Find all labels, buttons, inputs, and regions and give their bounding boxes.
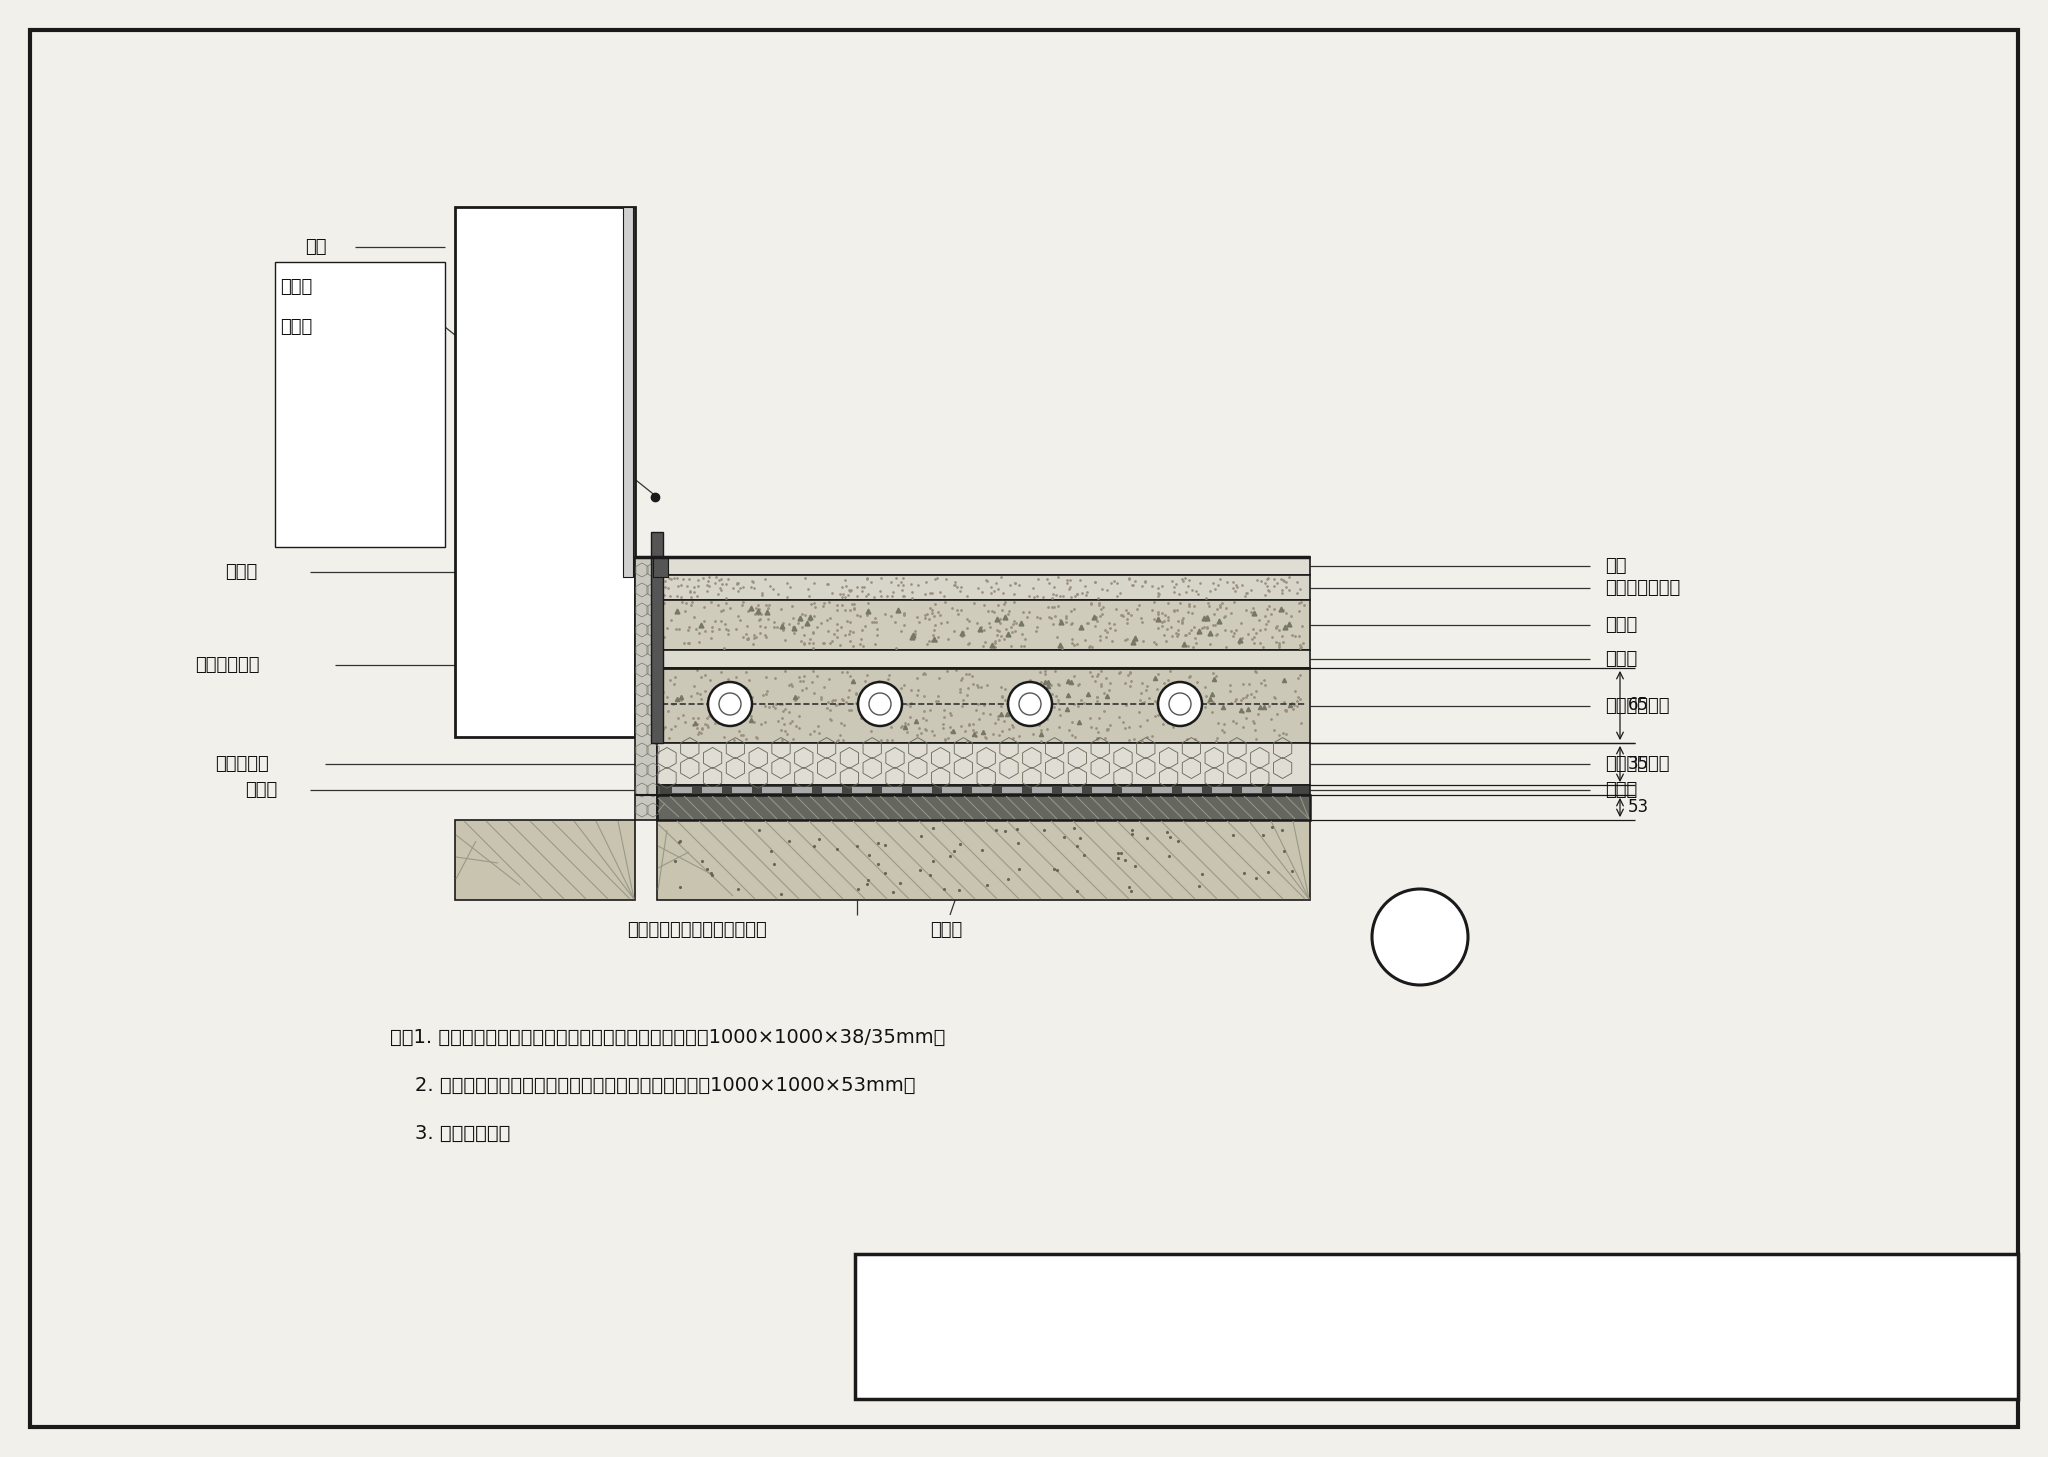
Bar	[635, 557, 657, 820]
Text: 3. 其余同前页。: 3. 其余同前页。	[389, 1123, 510, 1142]
Bar	[653, 557, 668, 577]
Bar	[1122, 787, 1143, 793]
Bar	[1151, 787, 1171, 793]
Text: 35: 35	[1628, 755, 1649, 774]
Text: 地砖: 地砖	[1606, 557, 1626, 576]
Bar	[1063, 787, 1081, 793]
Text: 塑料管: 塑料管	[930, 921, 963, 938]
Text: 注：1. 绝热层（一）：带复合保护层的聚苯乙烯板，规格为1000×1000×38/35mm。: 注：1. 绝热层（一）：带复合保护层的聚苯乙烯板，规格为1000×1000×38…	[389, 1027, 946, 1046]
Bar	[657, 650, 1311, 667]
Text: 03K404: 03K404	[1661, 1281, 1755, 1300]
Bar	[455, 207, 635, 737]
Bar	[1032, 787, 1053, 793]
Bar	[702, 787, 723, 793]
Bar	[623, 207, 633, 577]
Bar	[911, 787, 932, 793]
Bar	[657, 667, 1311, 743]
Bar	[973, 787, 991, 793]
Text: 页: 页	[1528, 1352, 1538, 1370]
Text: 防潮层: 防潮层	[246, 781, 276, 798]
Text: 审核: 审核	[866, 1352, 887, 1370]
Bar	[1182, 787, 1202, 793]
Bar	[1272, 787, 1292, 793]
Text: 防潮层: 防潮层	[1606, 781, 1636, 798]
Bar	[762, 787, 782, 793]
Bar	[657, 600, 1311, 650]
Bar	[657, 796, 1311, 820]
Bar	[1001, 787, 1022, 793]
Bar	[731, 787, 752, 793]
Text: 8: 8	[1407, 918, 1434, 956]
Text: 65: 65	[1628, 696, 1649, 714]
Text: 保护层: 保护层	[1606, 650, 1636, 667]
Text: 踢脚板: 踢脚板	[281, 318, 311, 337]
Text: 9: 9	[1688, 1351, 1704, 1371]
Text: 与土壤或室外空气接触的地板: 与土壤或室外空气接触的地板	[627, 921, 766, 938]
Circle shape	[858, 682, 901, 726]
Bar	[883, 787, 901, 793]
Bar	[657, 785, 1311, 796]
Text: 低温热水地板辐射供暖地面做法: 低温热水地板辐射供暖地面做法	[1059, 1276, 1315, 1305]
Text: 密封膏: 密封膏	[225, 562, 258, 581]
Text: 图集号: 图集号	[1528, 1281, 1559, 1300]
Circle shape	[709, 682, 752, 726]
Circle shape	[1372, 889, 1468, 985]
Text: 53: 53	[1628, 798, 1649, 816]
Bar	[651, 532, 664, 743]
Bar	[793, 787, 811, 793]
Bar	[1212, 787, 1233, 793]
Text: 校对: 校对	[1020, 1352, 1040, 1370]
Bar	[852, 787, 872, 793]
Bar	[274, 262, 444, 546]
Bar	[1092, 787, 1112, 793]
Text: 绝热层（一）: 绝热层（一）	[1606, 696, 1669, 714]
Text: 复合塑料薄膜: 复合塑料薄膜	[195, 656, 260, 675]
Bar	[657, 576, 1311, 600]
Bar	[821, 787, 842, 793]
Bar	[1241, 787, 1262, 793]
Text: 2. 绝热层（二）：为双面复合铝箔的聚氨酯板，规格为1000×1000×53mm。: 2. 绝热层（二）：为双面复合铝箔的聚氨酯板，规格为1000×1000×53mm…	[389, 1075, 915, 1094]
Bar	[672, 787, 692, 793]
Bar	[657, 820, 1311, 900]
Bar	[657, 743, 1311, 785]
Circle shape	[1157, 682, 1202, 726]
Bar	[942, 787, 963, 793]
Text: 抹灰层: 抹灰层	[281, 278, 311, 296]
Text: 设计: 设计	[1270, 1352, 1290, 1370]
Bar	[854, 1254, 2017, 1399]
Circle shape	[1008, 682, 1053, 726]
Text: 边界保温带: 边界保温带	[215, 755, 268, 774]
Text: 外墙: 外墙	[305, 237, 326, 256]
Text: 干硬性水泥砂浆: 干硬性水泥砂浆	[1606, 578, 1679, 596]
Text: 绝热层（二）: 绝热层（二）	[1606, 755, 1669, 774]
Bar	[657, 557, 1311, 576]
Bar	[455, 820, 635, 900]
Text: 现浇层: 现浇层	[1606, 616, 1636, 634]
